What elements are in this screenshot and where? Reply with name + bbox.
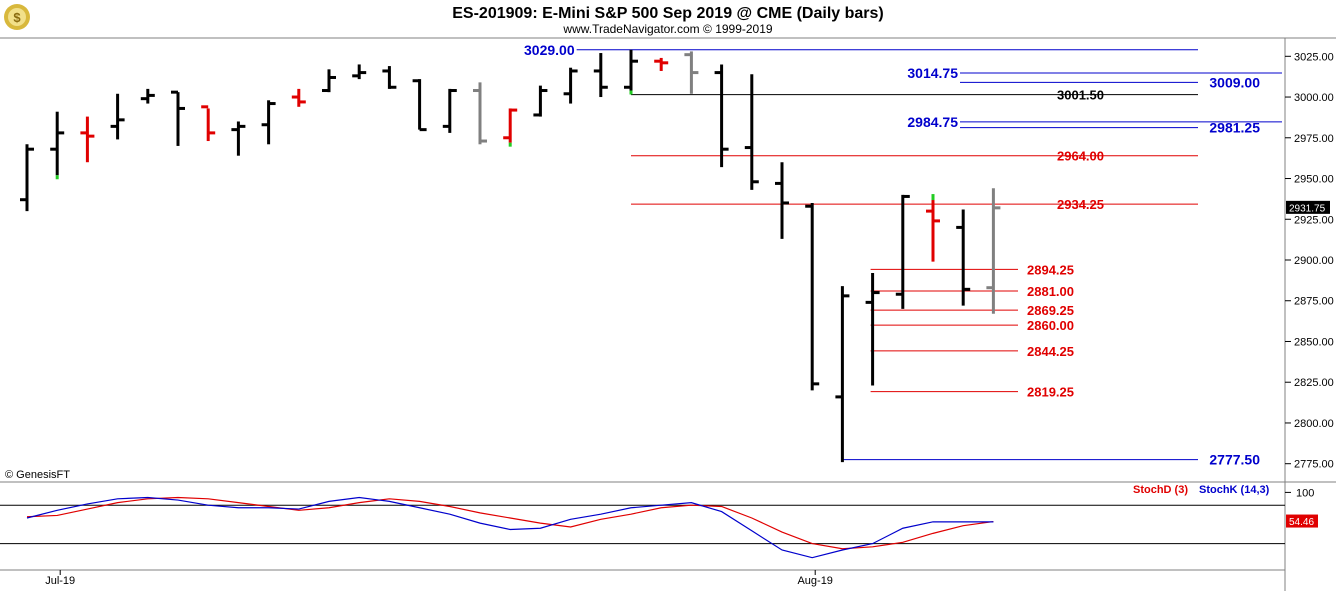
price-tick-label: 2925.00 [1294, 214, 1334, 226]
price-tick-label: 2950.00 [1294, 174, 1334, 186]
ohlc-bar [473, 82, 487, 145]
ohlc-bar [835, 286, 850, 463]
level-lines [576, 49, 1282, 461]
level-label: 2881.00 [1027, 284, 1074, 299]
ohlc-bar [956, 209, 971, 306]
ohlc-bar [593, 53, 608, 98]
ohlc-bar [654, 57, 669, 71]
price-tick-label: 2850.00 [1294, 336, 1334, 348]
ohlc-bar [20, 144, 34, 212]
price-tick-label: 2800.00 [1294, 418, 1334, 430]
level-label: 3009.00 [1209, 74, 1260, 90]
time-tick-label: Jul-19 [45, 575, 75, 587]
chart-subtitle: www.TradeNavigator.com © 1999-2019 [562, 22, 772, 36]
ohlc-bar [624, 49, 638, 95]
level-labels: 3029.00 3014.75 3009.00 3001.50 2984.75 2981.… [524, 42, 1260, 468]
ohlc-bar [201, 105, 216, 142]
ohlc-bar [563, 67, 578, 104]
ohlc-bar [865, 273, 880, 386]
ohlc-bar [926, 194, 940, 262]
level-label: 2777.50 [1209, 452, 1260, 468]
ohlc-bar [775, 162, 789, 239]
price-tick-label: 3000.00 [1294, 92, 1334, 104]
last-price-label: 2931.75 [1289, 203, 1326, 214]
ohlc-bar [412, 79, 427, 132]
ohlc-bar [80, 116, 95, 163]
stoch-last-box [1286, 514, 1318, 528]
ohlc-bar [442, 88, 457, 133]
ohlc-bar [533, 85, 548, 117]
level-label: 2964.00 [1057, 149, 1104, 164]
ohlc-bar [50, 111, 65, 180]
stochastic-pane: 100 StochD (3) StochK (14,3) 54.46 [0, 484, 1318, 559]
price-tick-label: 2875.00 [1294, 296, 1334, 308]
last-price-badge: 2931.75 [1286, 200, 1330, 214]
level-label: 2860.00 [1027, 318, 1074, 333]
ohlc-bar [110, 93, 125, 140]
time-axis: Jul-19 Aug-19 [45, 570, 833, 587]
stoch-series-line [26, 496, 994, 559]
last-price-box [1286, 200, 1330, 214]
level-label: 2981.25 [1209, 120, 1260, 136]
genesis-watermark: © GenesisFT [5, 469, 70, 481]
level-label: 2844.25 [1027, 344, 1074, 359]
level-label: 3029.00 [524, 42, 575, 58]
price-tick-label: 3025.00 [1294, 51, 1334, 63]
ohlc-bar [714, 64, 729, 168]
price-tick-label: 2775.00 [1294, 459, 1334, 471]
price-tick-label: 2900.00 [1294, 255, 1334, 267]
price-tick-label: 2975.00 [1294, 133, 1334, 145]
ohlc-bar [171, 90, 185, 146]
level-label: 2984.75 [907, 114, 958, 130]
time-tick-label: Aug-19 [797, 575, 832, 587]
level-label: 2819.25 [1027, 385, 1074, 400]
level-label: 2934.25 [1057, 197, 1104, 212]
ohlc-bar [261, 100, 276, 145]
stoch-series-line [26, 496, 994, 550]
svg-text:$: $ [13, 10, 21, 25]
ohlc-bars [20, 49, 1001, 463]
level-label: 3014.75 [907, 65, 958, 81]
ohlc-bar [684, 51, 699, 94]
stoch-tick-label: 100 [1296, 487, 1314, 499]
stoch-legend-k: StochK (14,3) [1199, 484, 1270, 496]
ohlc-bar [231, 121, 246, 156]
ohlc-bar [986, 188, 1001, 314]
ohlc-bar [322, 69, 336, 93]
price-tick-label: 2825.00 [1294, 377, 1334, 389]
ohlc-bar [382, 66, 397, 89]
stoch-legend-d: StochD (3) [1133, 484, 1188, 496]
level-label: 3001.50 [1057, 88, 1104, 103]
level-label: 2869.25 [1027, 303, 1074, 318]
ohlc-bar [140, 88, 155, 104]
ohlc-bar [895, 194, 910, 309]
price-axis: 2775.00 2800.00 2825.00 2850.00 2875.00 2900.… [1285, 51, 1334, 471]
stoch-last-label: 54.46 [1289, 517, 1314, 528]
ohlc-bar [503, 108, 518, 147]
chart-title: ES-201909: E-Mini S&P 500 Sep 2019 @ CME… [452, 5, 883, 22]
level-label: 2894.25 [1027, 262, 1074, 277]
ohlc-bar [352, 64, 367, 80]
ohlc-bar [805, 202, 820, 391]
trade-navigator-logo-icon: $ [4, 4, 30, 30]
ohlc-bar [291, 88, 306, 107]
ohlc-bar [744, 74, 759, 190]
